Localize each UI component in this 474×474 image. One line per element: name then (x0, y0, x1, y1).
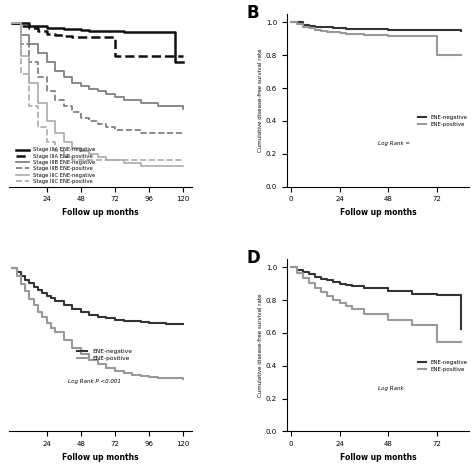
X-axis label: Follow up months: Follow up months (340, 453, 416, 462)
Text: Log Rank: Log Rank (378, 386, 404, 391)
X-axis label: Follow up months: Follow up months (63, 453, 139, 462)
Text: Log Rank P <0.001: Log Rank P <0.001 (68, 379, 121, 384)
Legend: ENE-negative, ENE-positive: ENE-negative, ENE-positive (416, 113, 470, 129)
Legend: Stage IIIA ENE-negative, Stage IIIA ENE-positive, Stage IIIB ENE-negative, Stage: Stage IIIA ENE-negative, Stage IIIA ENE-… (16, 147, 95, 184)
Text: Log Rank =: Log Rank = (378, 141, 410, 146)
X-axis label: Follow up months: Follow up months (63, 208, 139, 217)
X-axis label: Follow up months: Follow up months (340, 208, 416, 217)
Legend: ENE-negative, ENE-positive: ENE-negative, ENE-positive (74, 346, 134, 363)
Text: B: B (246, 4, 259, 22)
Text: D: D (246, 249, 260, 267)
Legend: ENE-negative, ENE-positive: ENE-negative, ENE-positive (416, 358, 470, 374)
Y-axis label: Cumulative disease-free survival rate: Cumulative disease-free survival rate (258, 293, 263, 397)
Y-axis label: Cumulative disease-free survival rate: Cumulative disease-free survival rate (258, 49, 263, 152)
